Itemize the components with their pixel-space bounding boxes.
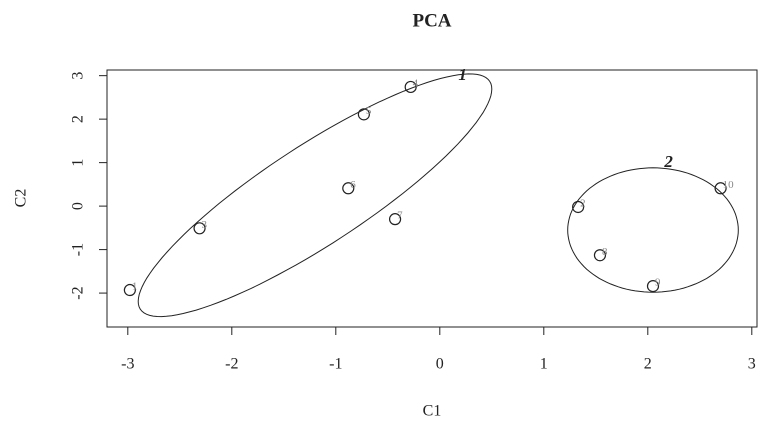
y-tick-label: -1 bbox=[70, 243, 87, 256]
point bbox=[342, 182, 355, 195]
point bbox=[193, 222, 206, 235]
y-axis-label: C2 bbox=[13, 189, 30, 208]
point-label: 6 bbox=[350, 179, 356, 191]
point-label: 10 bbox=[723, 179, 735, 191]
point-label: 7 bbox=[397, 210, 403, 222]
cluster-label: 1 bbox=[458, 65, 467, 84]
cluster-ellipse bbox=[137, 73, 493, 318]
chart-title: PCA bbox=[412, 10, 451, 31]
point-label: 9 bbox=[655, 277, 661, 289]
x-axis-label: C1 bbox=[423, 403, 442, 420]
x-tick-label: 0 bbox=[436, 356, 444, 373]
y-tick-label: 0 bbox=[70, 202, 87, 210]
point-label: 2 bbox=[580, 198, 586, 210]
point bbox=[404, 80, 417, 94]
cluster-ellipse bbox=[567, 167, 739, 293]
point-label: 8 bbox=[602, 246, 608, 258]
cluster-label: 2 bbox=[663, 152, 673, 171]
y-tick-label: 1 bbox=[70, 159, 87, 167]
x-tick-label: 3 bbox=[748, 356, 756, 373]
y-tick-label: 3 bbox=[70, 72, 87, 80]
x-tick-label: -2 bbox=[225, 356, 238, 373]
plot-frame bbox=[106, 69, 758, 328]
x-tick-label: 1 bbox=[540, 356, 548, 373]
point-label: 3 bbox=[202, 219, 208, 231]
point bbox=[388, 213, 402, 226]
y-tick-label: -2 bbox=[70, 286, 87, 299]
x-tick-label: -3 bbox=[121, 356, 134, 373]
point bbox=[572, 200, 585, 214]
point bbox=[646, 280, 660, 293]
x-tick-label: -1 bbox=[329, 356, 342, 373]
point-label: 1 bbox=[132, 281, 138, 293]
point bbox=[357, 108, 370, 121]
x-tick-label: 2 bbox=[644, 356, 652, 373]
point bbox=[123, 283, 136, 297]
point-label: 4 bbox=[413, 77, 419, 89]
point bbox=[714, 182, 727, 195]
point-label: 5 bbox=[366, 105, 372, 117]
y-tick-label: 2 bbox=[70, 115, 87, 123]
point bbox=[593, 249, 607, 262]
